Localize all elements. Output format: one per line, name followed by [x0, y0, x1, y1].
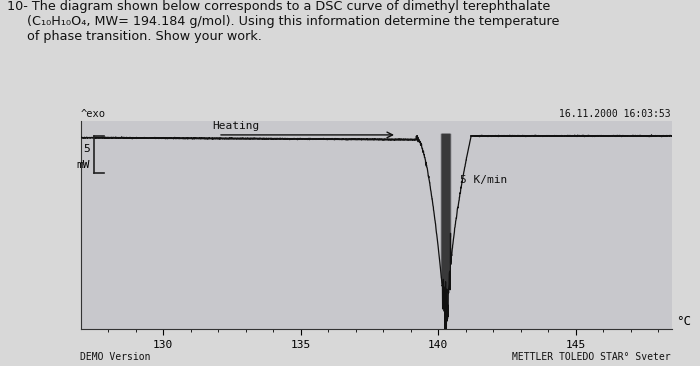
Text: mW: mW [76, 160, 90, 169]
Text: DEMO Version: DEMO Version [80, 352, 151, 362]
Text: 5 K/min: 5 K/min [460, 175, 508, 184]
Text: ^exo: ^exo [80, 109, 106, 119]
Text: Heating: Heating [213, 121, 260, 131]
Text: 10- The diagram shown below corresponds to a DSC curve of dimethyl terephthalate: 10- The diagram shown below corresponds … [7, 0, 559, 43]
Text: METTLER TOLEDO STAR° Sveter: METTLER TOLEDO STAR° Sveter [512, 352, 671, 362]
Text: °C: °C [676, 315, 691, 328]
Text: 16.11.2000 16:03:53: 16.11.2000 16:03:53 [559, 109, 671, 119]
Text: 5: 5 [83, 144, 90, 154]
